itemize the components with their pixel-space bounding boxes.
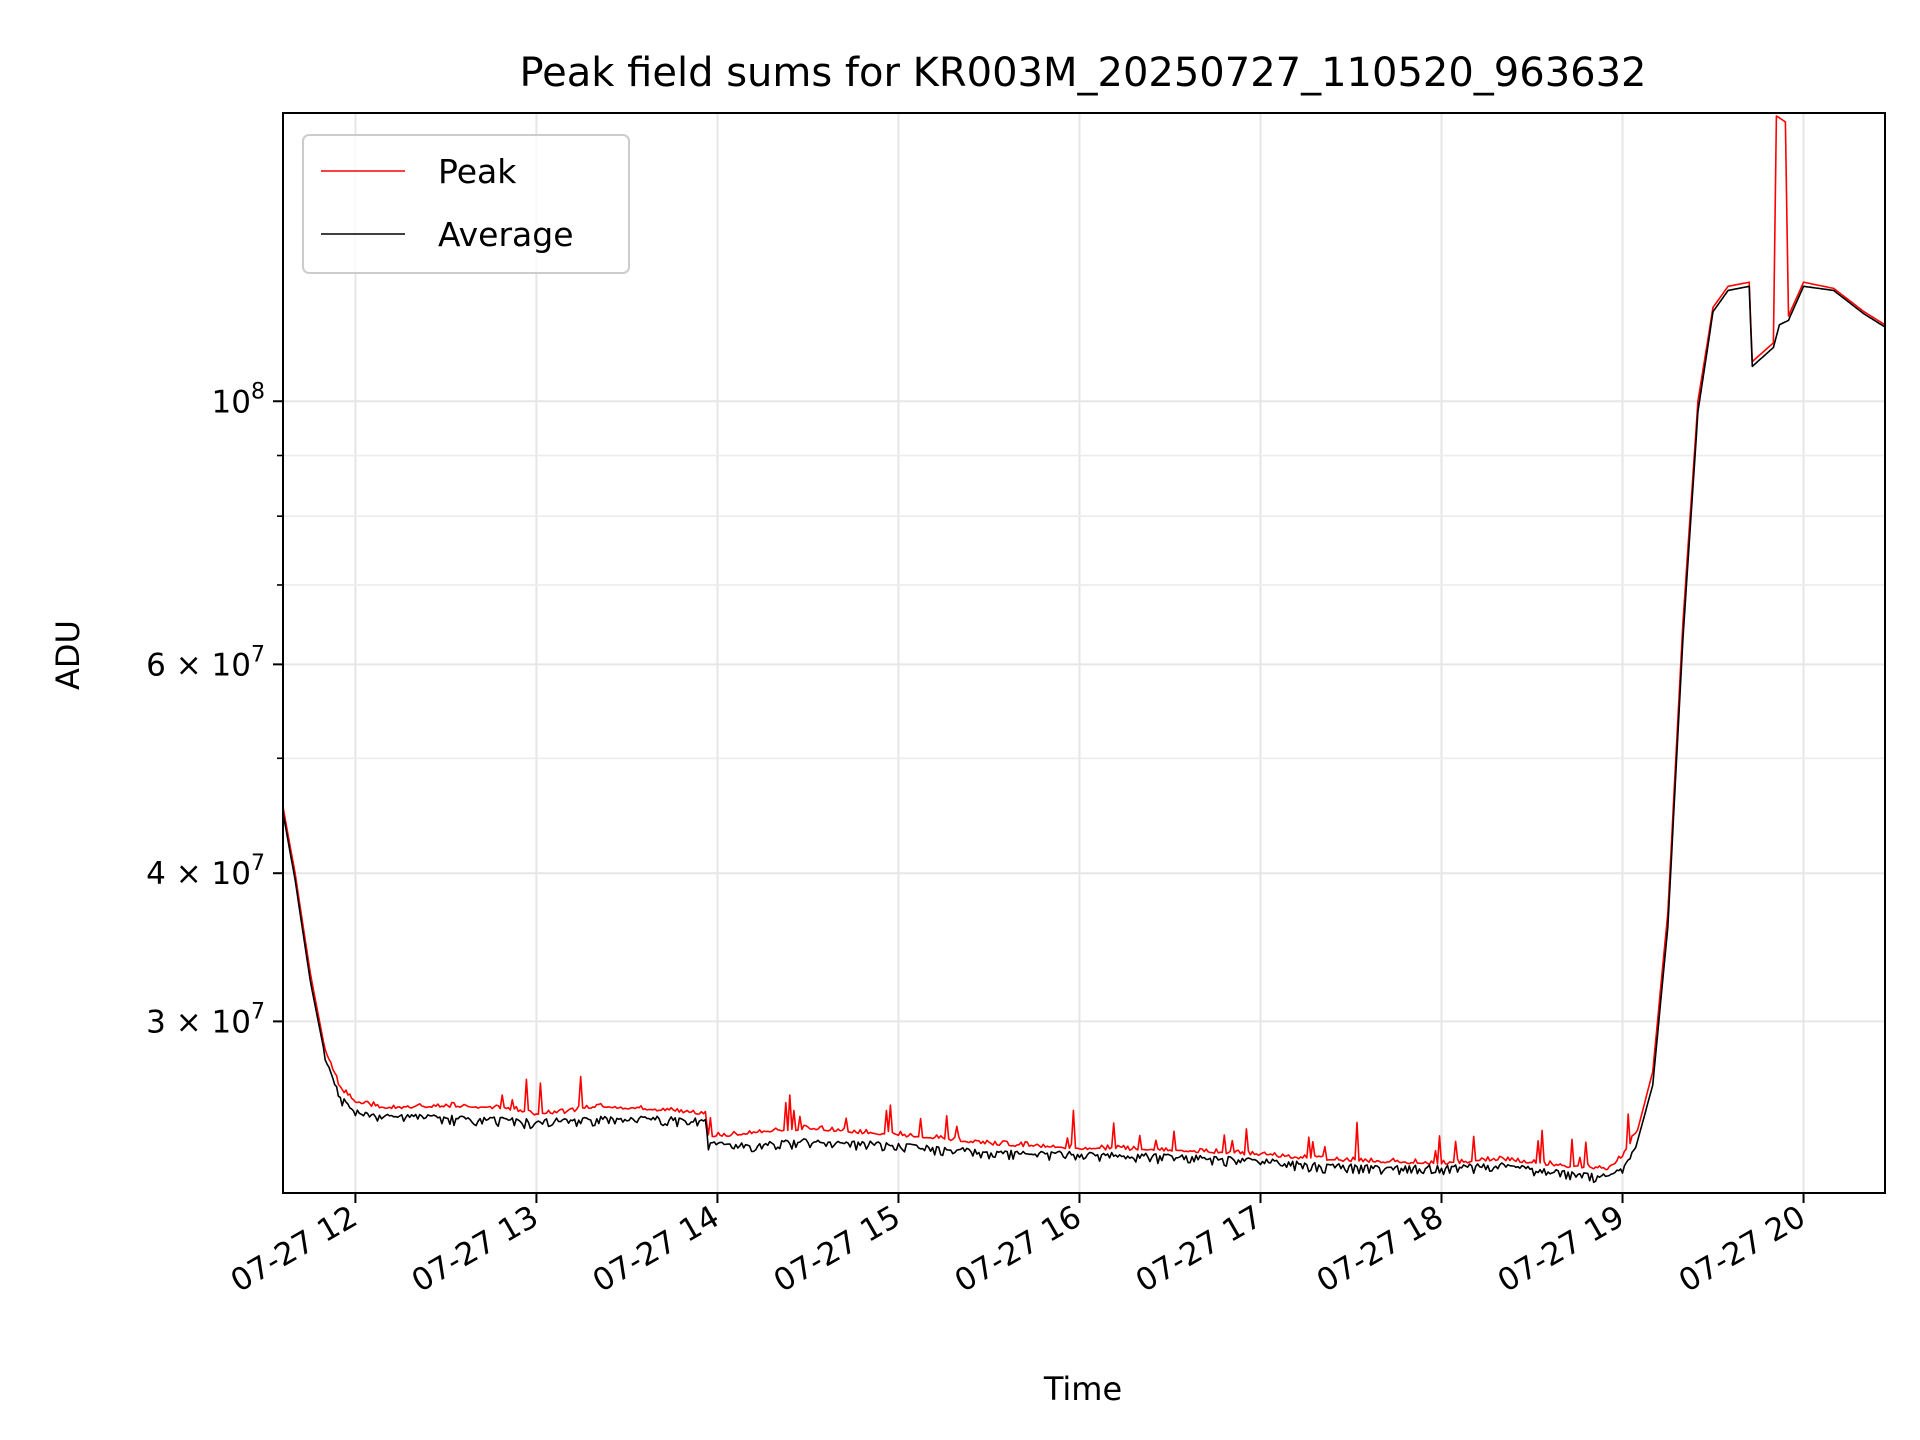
y-tick-label-exponent: 8 — [251, 379, 265, 404]
y-tick-label: 108 — [212, 379, 265, 420]
series-line-peak — [283, 115, 1885, 1171]
chart-title: Peak field sums for KR003M_20250727_1105… — [519, 50, 1646, 96]
y-tick-label: 6 × 107 — [146, 642, 265, 683]
plot-frame — [282, 112, 1886, 1194]
grid — [283, 113, 1885, 1193]
y-tick-label-exponent: 7 — [251, 851, 265, 876]
legend: Peak Average — [302, 134, 630, 274]
y-tick-label: 4 × 107 — [146, 851, 265, 892]
y-tick-label-base: 4 × 10 — [146, 856, 251, 892]
x-axis-title: Time — [1043, 1370, 1122, 1408]
y-tick-label-base: 3 × 10 — [146, 1004, 251, 1040]
series-line-average — [283, 285, 1885, 1184]
y-axis-title: ADU — [49, 620, 87, 690]
series-layer — [283, 115, 1885, 1184]
y-tick-label: 3 × 107 — [146, 999, 265, 1040]
y-tick-label-exponent: 7 — [251, 642, 265, 667]
legend-average-label: Average — [438, 215, 574, 254]
y-tick-label-base: 10 — [212, 384, 251, 420]
y-tick-label-base: 6 × 10 — [146, 647, 251, 683]
legend-peak-label: Peak — [438, 152, 517, 191]
y-tick-label-exponent: 7 — [251, 999, 265, 1024]
legend-box — [302, 134, 630, 274]
